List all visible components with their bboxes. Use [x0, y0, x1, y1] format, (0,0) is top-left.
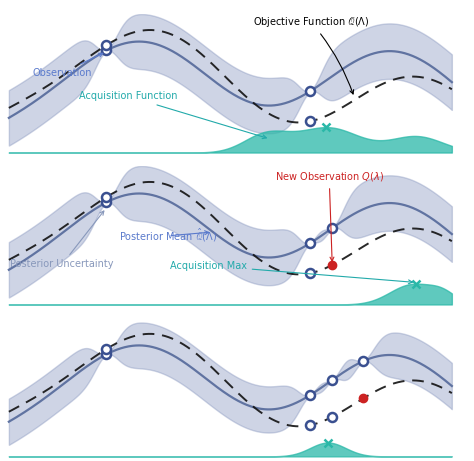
Text: Observation: Observation	[32, 53, 103, 78]
Text: Posterior Uncertainty: Posterior Uncertainty	[10, 211, 114, 270]
Text: Posterior Mean $\hat{\mathscr{Q}}(\Lambda)$: Posterior Mean $\hat{\mathscr{Q}}(\Lambd…	[119, 227, 218, 244]
Text: Acquisition Max: Acquisition Max	[170, 260, 412, 284]
Text: Acquisition Function: Acquisition Function	[79, 91, 266, 139]
Text: Objective Function $\mathscr{Q}(\Lambda)$: Objective Function $\mathscr{Q}(\Lambda)…	[253, 15, 369, 94]
Text: New Observation $Q(\lambda)$: New Observation $Q(\lambda)$	[274, 170, 383, 261]
